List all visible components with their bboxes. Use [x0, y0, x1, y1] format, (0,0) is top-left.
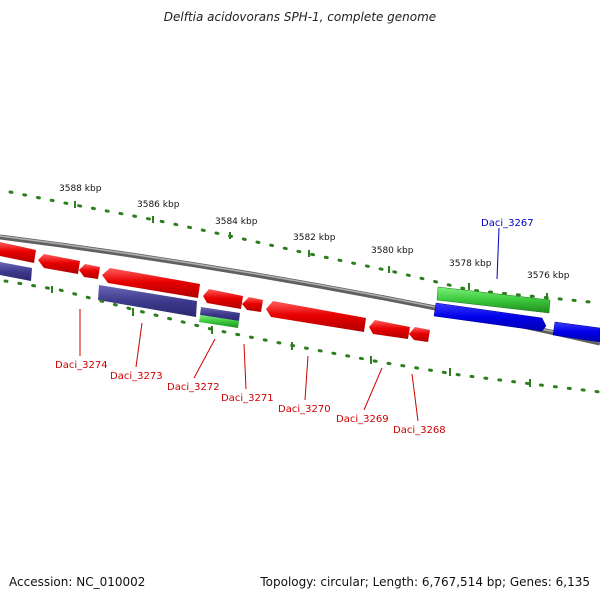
gene-arrow-daci-3274[interactable]	[79, 264, 100, 279]
scale-label-3588: 3588 kbp	[59, 184, 102, 194]
gene-label-daci-3270[interactable]: Daci_3270	[278, 404, 331, 415]
scale-label-3582: 3582 kbp	[293, 233, 336, 243]
rna-feature-3[interactable]	[199, 315, 239, 328]
gene-arrow-0[interactable]	[0, 242, 36, 263]
scale-label-3580: 3580 kbp	[371, 246, 414, 256]
rna-feature-2[interactable]	[200, 307, 240, 321]
gene-arrow-daci-3269[interactable]	[369, 320, 410, 339]
accession-label: Accession: NC_010002	[9, 575, 146, 589]
gene-arrow-daci-3271[interactable]	[242, 297, 263, 312]
gene-label-daci-3274[interactable]: Daci_3274	[55, 360, 108, 371]
gene-arrow-1[interactable]	[38, 254, 80, 274]
rna-feature-1[interactable]	[98, 285, 197, 317]
gene-daci-3267[interactable]	[433, 286, 600, 343]
gene-label-daci-3272[interactable]: Daci_3272	[167, 382, 220, 393]
rna-feature-0[interactable]	[0, 262, 32, 281]
rna-features	[0, 262, 240, 328]
gene-arrow-daci-3268[interactable]	[409, 327, 430, 342]
gene-label-daci-3269[interactable]: Daci_3269	[336, 414, 389, 425]
gene-label-daci-3271[interactable]: Daci_3271	[221, 393, 274, 404]
gene-label-daci-3273[interactable]: Daci_3273	[110, 371, 163, 382]
scale-labels: 3588 kbp 3586 kbp 3584 kbp 3582 kbp 3580…	[59, 184, 570, 281]
gene-label-daci-3267[interactable]: Daci_3267	[481, 218, 534, 229]
scale-label-3576: 3576 kbp	[527, 271, 570, 281]
scale-label-3586: 3586 kbp	[137, 200, 180, 210]
inner-ruler	[3, 279, 600, 394]
gene-labels: Daci_3267 Daci_3268 Daci_3269 Daci_3270 …	[55, 218, 534, 436]
map-title: Delftia acidovorans SPH-1, complete geno…	[163, 10, 437, 24]
gene-arrow-daci-3270[interactable]	[266, 301, 366, 332]
genome-summary: Topology: circular; Length: 6,767,514 bp…	[260, 575, 590, 589]
scale-label-3584: 3584 kbp	[215, 217, 258, 227]
gene-arrow-daci-3272[interactable]	[203, 289, 243, 309]
outer-ruler	[8, 190, 592, 304]
scale-label-3578: 3578 kbp	[449, 259, 492, 269]
gene-arrow-daci-3273[interactable]	[102, 268, 200, 298]
reverse-genes	[0, 242, 430, 342]
label-leaders	[79, 227, 500, 422]
gene-label-daci-3268[interactable]: Daci_3268	[393, 425, 446, 436]
